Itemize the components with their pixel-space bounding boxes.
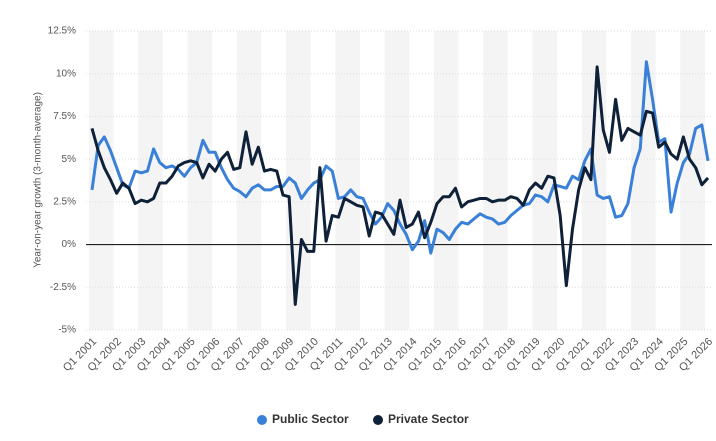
year-band xyxy=(335,31,360,330)
legend-label: Public Sector xyxy=(272,412,349,426)
year-band xyxy=(384,31,410,330)
y-tick-label: 12.5% xyxy=(48,26,76,37)
year-band xyxy=(631,31,656,330)
y-tick-label: -2.5% xyxy=(50,282,76,293)
legend-label: Private Sector xyxy=(388,412,469,426)
year-band xyxy=(236,31,262,330)
y-tick-label: 0% xyxy=(62,239,77,250)
y-tick-label: 7.5% xyxy=(53,111,76,122)
y-tick-label: 10% xyxy=(56,68,76,79)
year-band xyxy=(483,31,508,330)
legend-marker xyxy=(373,415,383,425)
year-band xyxy=(138,31,163,330)
y-tick-label: 5% xyxy=(62,154,77,165)
year-band xyxy=(433,31,459,330)
y-tick-label: 2.5% xyxy=(53,196,76,207)
series-line xyxy=(90,60,710,255)
y-tick-label: -5% xyxy=(58,325,76,336)
y-axis-title: Year-on-year growth (3-month-average) xyxy=(33,92,44,268)
year-band xyxy=(187,31,213,330)
legend-marker xyxy=(257,415,267,425)
series-line xyxy=(90,65,710,306)
